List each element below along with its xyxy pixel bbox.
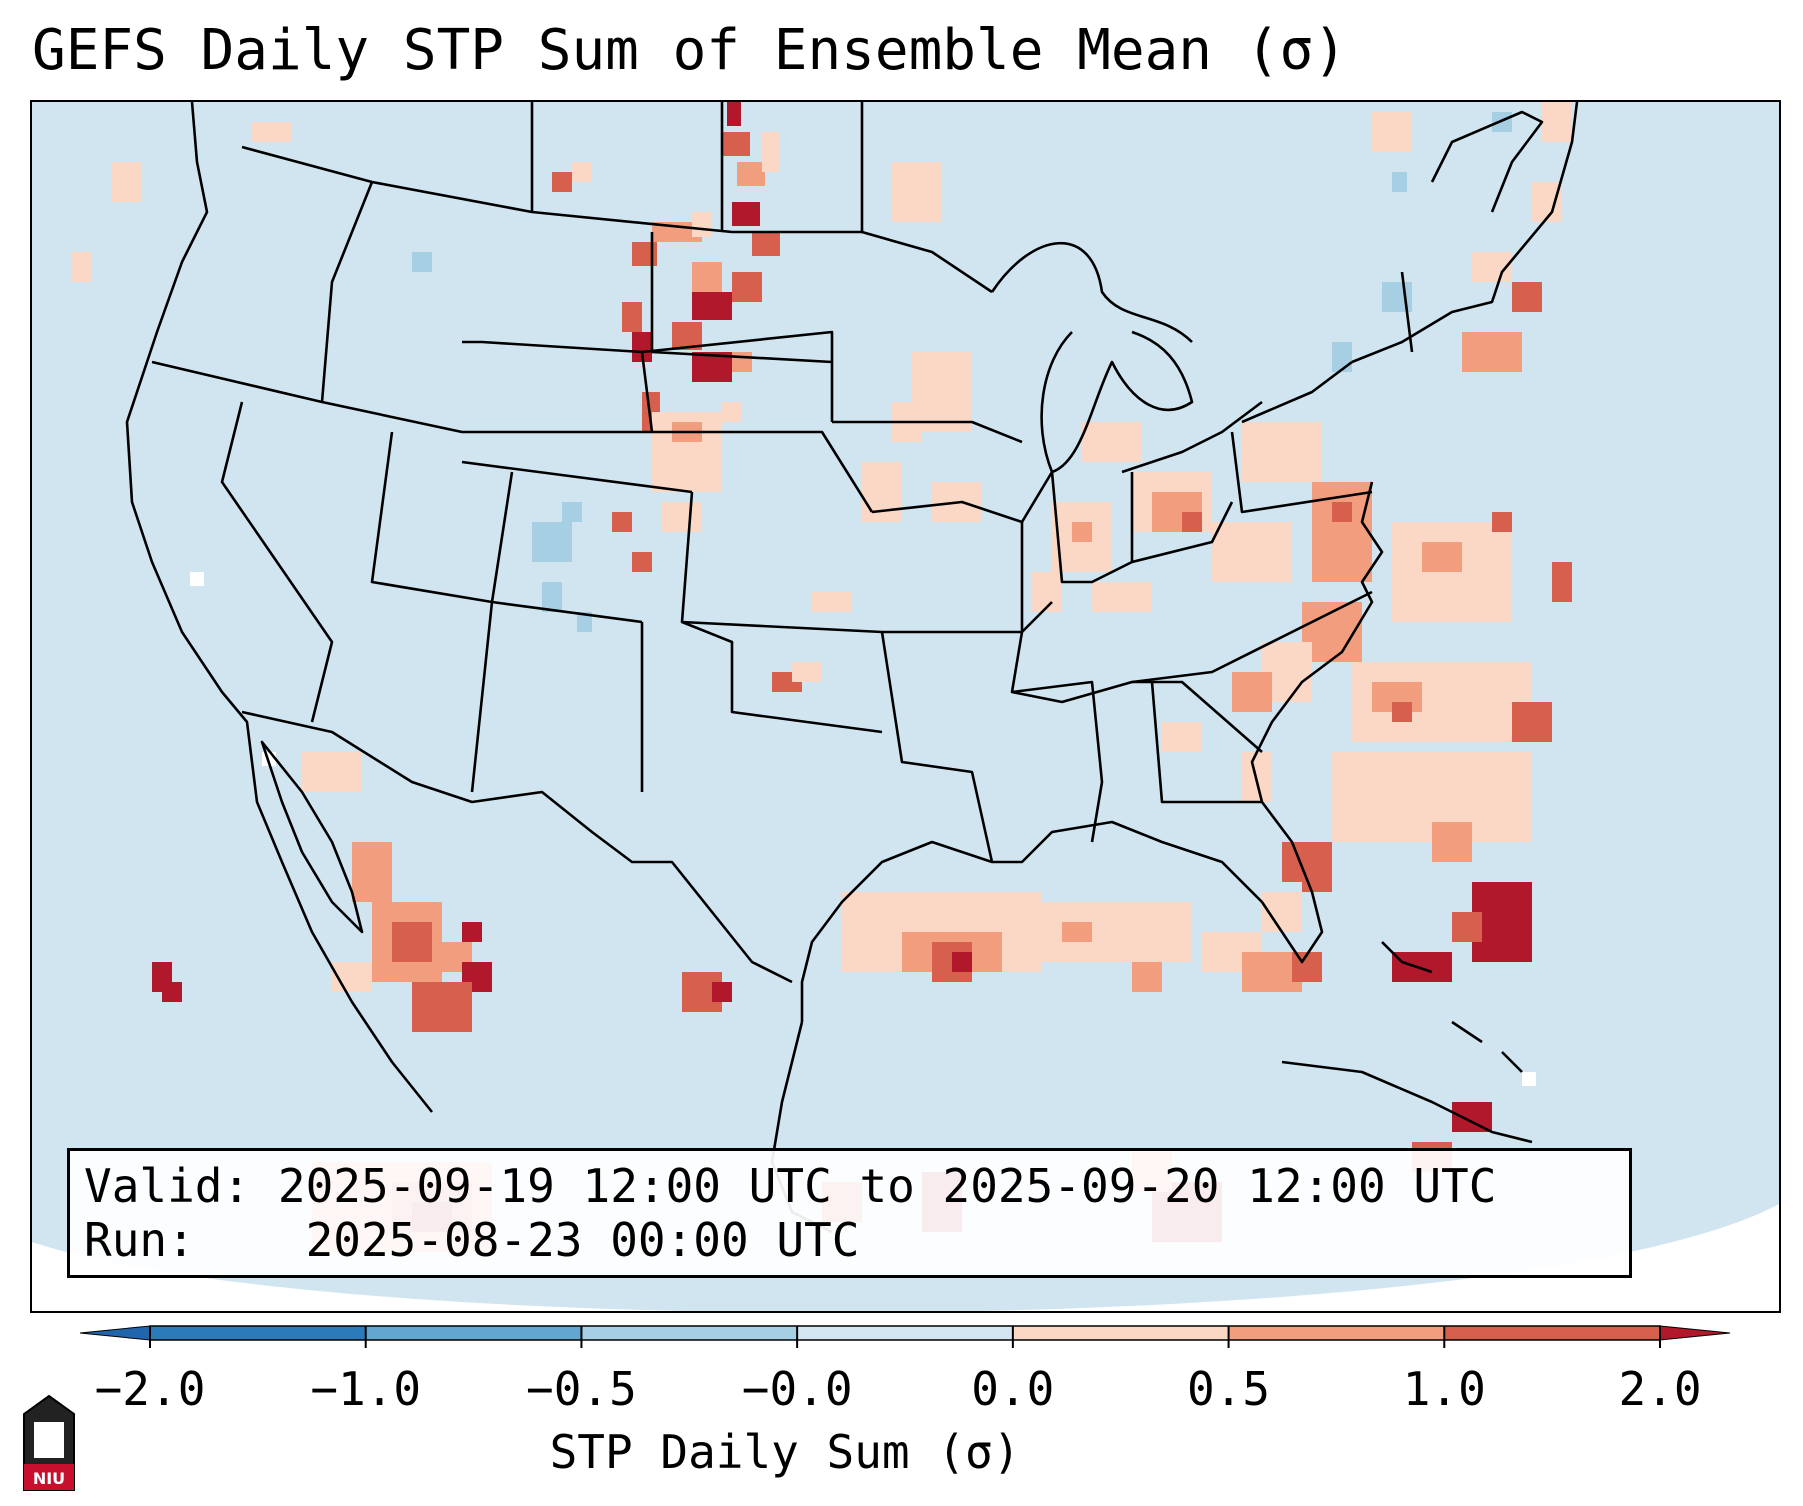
run-value: 2025-08-23 00:00 UTC xyxy=(305,1213,860,1267)
colorbar-tick-label: 2.0 xyxy=(1618,1362,1702,1416)
map-panel[interactable] xyxy=(30,100,1781,1313)
colorbar-segment xyxy=(365,1326,582,1340)
validity-info-box: Valid: 2025-09-19 12:00 UTC to 2025-09-2… xyxy=(67,1148,1632,1278)
run-label: Run: xyxy=(84,1213,195,1267)
colorbar-tick-label: 0.0 xyxy=(971,1362,1055,1416)
colorbar-label: STP Daily Sum (σ) xyxy=(549,1425,1021,1479)
niu-logo: NIU xyxy=(23,1394,75,1491)
colorbar-segments xyxy=(79,1325,1731,1348)
boundary-lines xyxy=(125,102,1579,1234)
colorbar-tick-label: −1.0 xyxy=(310,1362,422,1416)
colorbar-tick-label: −2.0 xyxy=(94,1362,206,1416)
colorbar xyxy=(79,1325,1731,1348)
logo-text: NIU xyxy=(33,1469,65,1488)
colorbar-extend-low xyxy=(79,1325,151,1341)
colorbar-tick-label: 0.5 xyxy=(1187,1362,1271,1416)
colorbar-tick-label: −0.0 xyxy=(741,1362,853,1416)
colorbar-segment xyxy=(150,1326,366,1340)
colorbar-tick-label: 1.0 xyxy=(1402,1362,1486,1416)
colorbar-extend-high xyxy=(1659,1325,1731,1341)
colorbar-segment xyxy=(1012,1326,1229,1340)
logo-band xyxy=(24,1464,74,1490)
logo-building-icon xyxy=(34,1422,64,1458)
colorbar-tick-label: −0.5 xyxy=(526,1362,637,1416)
valid-label: Valid: xyxy=(84,1159,251,1213)
map-svg[interactable] xyxy=(32,102,1781,1313)
colorbar-segment xyxy=(1228,1326,1445,1340)
colorbar-segment xyxy=(1444,1326,1660,1340)
figure-title: GEFS Daily STP Sum of Ensemble Mean (σ) xyxy=(32,18,1347,83)
valid-value: 2025-09-19 12:00 UTC to 2025-09-20 12:00… xyxy=(277,1159,1497,1213)
colorbar-segment xyxy=(581,1326,798,1340)
colorbar-segment xyxy=(797,1326,1013,1340)
